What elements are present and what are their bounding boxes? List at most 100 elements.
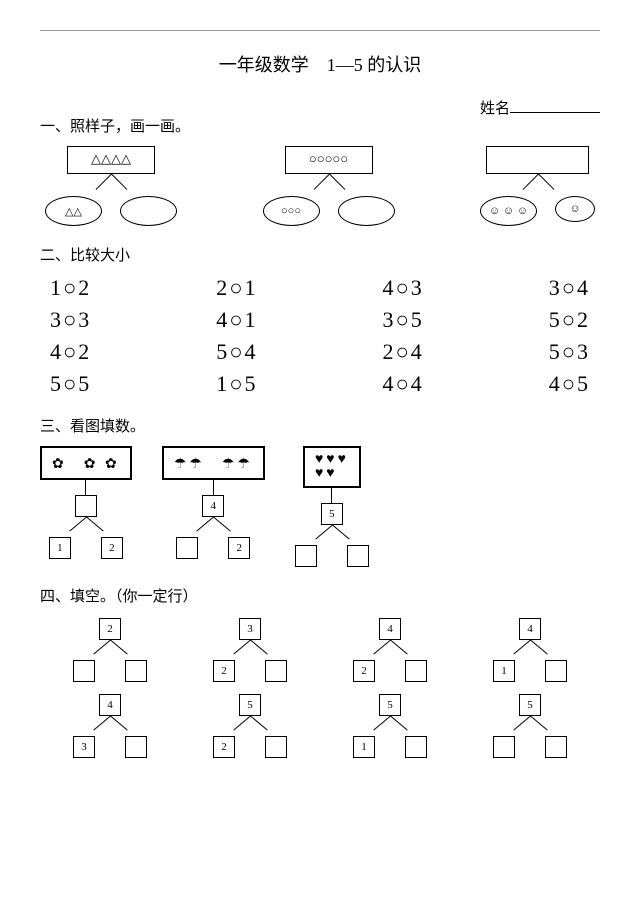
top-rule bbox=[40, 30, 600, 31]
bond-2: ○○○○○ ○○○ bbox=[263, 146, 395, 226]
nbond: 51 bbox=[353, 694, 427, 758]
sq-right[interactable] bbox=[265, 660, 287, 682]
nlines bbox=[500, 640, 560, 660]
bond-lines bbox=[488, 174, 588, 196]
sq-top: 5 bbox=[239, 694, 261, 716]
cmp[interactable]: 2○4 bbox=[382, 339, 423, 365]
sq-left[interactable]: 3 bbox=[73, 736, 95, 758]
sq-pair: 1 bbox=[493, 660, 567, 682]
sq-right[interactable] bbox=[545, 660, 567, 682]
bond-top: △△△△ bbox=[67, 146, 155, 174]
sq-left[interactable]: 1 bbox=[353, 736, 375, 758]
icon-box: ☂☂ ☂☂ bbox=[162, 446, 265, 480]
name-line[interactable] bbox=[510, 112, 600, 113]
cmp[interactable]: 1○5 bbox=[216, 371, 257, 397]
nbond: 2 bbox=[73, 618, 147, 682]
bond-top: ○○○○○ bbox=[285, 146, 373, 174]
sq-top: 4 bbox=[519, 618, 541, 640]
nlines bbox=[220, 716, 280, 736]
nlines bbox=[56, 517, 116, 537]
nbond: 43 bbox=[73, 694, 147, 758]
oval-left[interactable]: ○○○ bbox=[263, 196, 320, 226]
nbond-3: ♥♥♥ ♥♥ 5 bbox=[295, 446, 369, 567]
page-title: 一年级数学 1—5 的认识 bbox=[40, 51, 600, 77]
sq-top: 5 bbox=[519, 694, 541, 716]
cmp[interactable]: 4○2 bbox=[50, 339, 91, 365]
cmp[interactable]: 5○5 bbox=[50, 371, 91, 397]
nlines bbox=[360, 716, 420, 736]
sq-top[interactable]: 4 bbox=[202, 495, 224, 517]
cmp[interactable]: 4○1 bbox=[216, 307, 257, 333]
compare-row: 5○5 1○5 4○4 4○5 bbox=[40, 371, 600, 397]
sq-right[interactable] bbox=[265, 736, 287, 758]
sq-top: 2 bbox=[99, 618, 121, 640]
s4-row1: 2 32 42 41 bbox=[40, 618, 600, 682]
sq-left[interactable]: 2 bbox=[353, 660, 375, 682]
bond-parts: △△ bbox=[45, 196, 177, 226]
sq-pair: 2 bbox=[353, 660, 427, 682]
nbond-2: ☂☂ ☂☂ 4 2 bbox=[162, 446, 265, 559]
cmp[interactable]: 4○3 bbox=[382, 275, 423, 301]
cmp[interactable]: 5○4 bbox=[216, 339, 257, 365]
bond-3: ☺ ☺ ☺☺ bbox=[480, 146, 595, 226]
s2-heading: 二、比较大小 bbox=[40, 244, 600, 265]
nlines bbox=[302, 525, 362, 545]
sq-top: 4 bbox=[379, 618, 401, 640]
section1-header: 一、照样子，画一画。 姓名 bbox=[40, 97, 600, 146]
cmp[interactable]: 1○2 bbox=[50, 275, 91, 301]
bond-parts: ☺ ☺ ☺☺ bbox=[480, 196, 595, 226]
sq-pair: 12 bbox=[49, 537, 123, 559]
sq-right[interactable] bbox=[405, 736, 427, 758]
sq-top[interactable]: 5 bbox=[321, 503, 343, 525]
compare-grid: 1○2 2○1 4○3 3○4 3○3 4○1 3○5 5○2 4○2 5○4 2○4 5○3 5… bbox=[40, 275, 600, 397]
sq-right[interactable] bbox=[347, 545, 369, 567]
compare-row: 4○2 5○4 2○4 5○3 bbox=[40, 339, 600, 365]
oval-right: ☺ bbox=[555, 196, 595, 222]
cmp[interactable]: 4○4 bbox=[382, 371, 423, 397]
sq-right[interactable] bbox=[545, 736, 567, 758]
sq-right[interactable]: 2 bbox=[101, 537, 123, 559]
sq-pair bbox=[295, 545, 369, 567]
sq-right[interactable]: 2 bbox=[228, 537, 250, 559]
sq-left[interactable]: 2 bbox=[213, 660, 235, 682]
sq-top: 4 bbox=[99, 694, 121, 716]
cmp[interactable]: 3○4 bbox=[549, 275, 590, 301]
oval-right[interactable] bbox=[338, 196, 395, 226]
nlines bbox=[500, 716, 560, 736]
sq-pair: 2 bbox=[213, 736, 287, 758]
bond-lines bbox=[279, 174, 379, 196]
nlines bbox=[80, 716, 140, 736]
compare-row: 1○2 2○1 4○3 3○4 bbox=[40, 275, 600, 301]
oval-left[interactable]: △△ bbox=[45, 196, 102, 226]
sq-left[interactable] bbox=[493, 736, 515, 758]
cmp[interactable]: 2○1 bbox=[216, 275, 257, 301]
nbond-1: ✿ ✿ ✿ 12 bbox=[40, 446, 132, 559]
sq-top: 3 bbox=[239, 618, 261, 640]
s1-heading: 一、照样子，画一画。 bbox=[40, 115, 190, 136]
nbond: 42 bbox=[353, 618, 427, 682]
sq-pair: 2 bbox=[176, 537, 250, 559]
sq-right[interactable] bbox=[125, 660, 147, 682]
nlines bbox=[183, 517, 243, 537]
sq-left[interactable] bbox=[176, 537, 198, 559]
nlines bbox=[80, 640, 140, 660]
sq-left[interactable]: 1 bbox=[49, 537, 71, 559]
cmp[interactable]: 4○5 bbox=[549, 371, 590, 397]
sq-left[interactable] bbox=[295, 545, 317, 567]
nlines bbox=[360, 640, 420, 660]
sq-left[interactable]: 2 bbox=[213, 736, 235, 758]
bond-top[interactable] bbox=[486, 146, 589, 174]
cmp[interactable]: 3○3 bbox=[50, 307, 91, 333]
sq-left[interactable] bbox=[73, 660, 95, 682]
cmp[interactable]: 3○5 bbox=[382, 307, 423, 333]
s1-bonds: △△△△ △△ ○○○○○ ○○○ ☺ ☺ ☺☺ bbox=[40, 146, 600, 226]
bond-lines bbox=[61, 174, 161, 196]
oval-right[interactable] bbox=[120, 196, 177, 226]
sq-pair bbox=[493, 736, 567, 758]
sq-right[interactable] bbox=[405, 660, 427, 682]
sq-top[interactable] bbox=[75, 495, 97, 517]
sq-right[interactable] bbox=[125, 736, 147, 758]
sq-left[interactable]: 1 bbox=[493, 660, 515, 682]
cmp[interactable]: 5○3 bbox=[549, 339, 590, 365]
cmp[interactable]: 5○2 bbox=[549, 307, 590, 333]
